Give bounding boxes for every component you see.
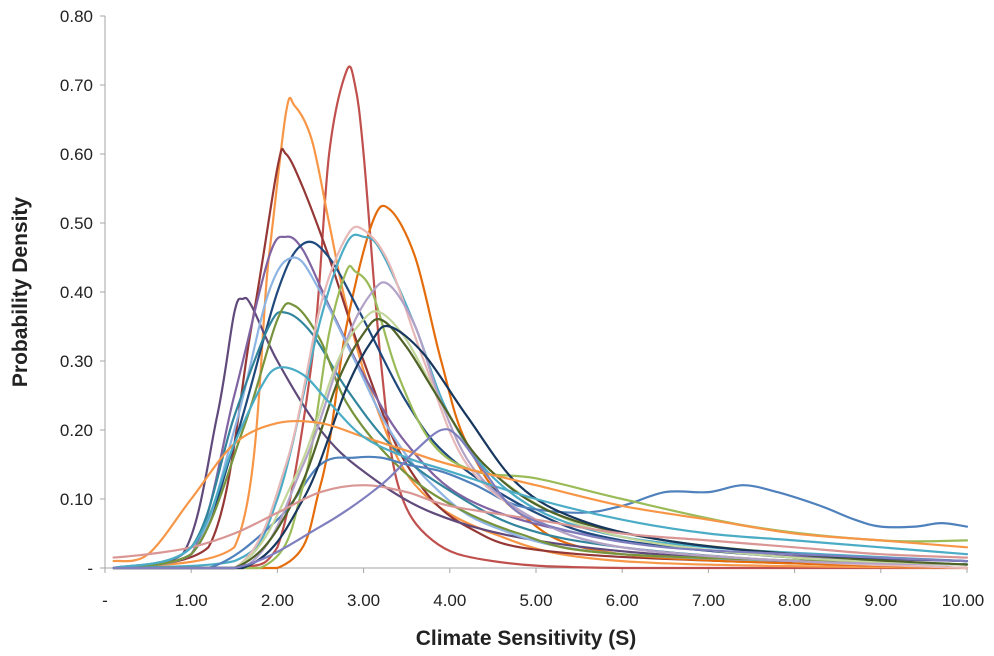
series-line-20 <box>112 484 969 559</box>
x-tick-label: 3.00 <box>347 591 380 610</box>
series-line-22 <box>112 428 969 570</box>
x-axis-title: Climate Sensitivity (S) <box>416 627 637 650</box>
x-tick-label: 7.00 <box>692 591 725 610</box>
series-line-2 <box>112 96 969 570</box>
y-tick-label: 0.10 <box>60 490 93 509</box>
series-line-19 <box>112 419 969 563</box>
x-tick-label: 2.00 <box>261 591 294 610</box>
y-tick-label: 0.30 <box>60 352 93 371</box>
x-tick-group: - 1.00 2.00 3.00 4.00 5.00 6.00 7.00 8.00 9.00 10.… <box>102 568 984 610</box>
y-tick-label: 0.20 <box>60 421 93 440</box>
x-tick-label: 5.00 <box>519 591 552 610</box>
x-tick-label: 10.00 <box>942 591 985 610</box>
series-group <box>112 65 969 570</box>
y-tick-label: 0.80 <box>60 7 93 26</box>
x-tick-label: 8.00 <box>778 591 811 610</box>
y-tick-label: 0.70 <box>60 76 93 95</box>
series-line-21 <box>112 366 969 570</box>
y-tick-group: - 0.10 0.20 0.30 0.40 0.50 0.60 0.70 0.80 <box>60 7 105 578</box>
y-tick-label: 0.40 <box>60 283 93 302</box>
y-axis-title: Probability Density <box>9 197 32 388</box>
y-tick-label: 0.60 <box>60 145 93 164</box>
x-tick-label: 6.00 <box>606 591 639 610</box>
y-tick-label: - <box>87 559 93 578</box>
x-tick-label: 9.00 <box>864 591 897 610</box>
x-tick-label: - <box>102 591 108 610</box>
x-tick-label: 1.00 <box>175 591 208 610</box>
series-line-10 <box>112 302 969 570</box>
series-line-1 <box>112 65 969 570</box>
series-line-15 <box>112 281 969 570</box>
x-tick-label: 4.00 <box>433 591 466 610</box>
series-line-5 <box>112 296 969 570</box>
series-line-18 <box>112 324 969 570</box>
y-tick-label: 0.50 <box>60 214 93 233</box>
